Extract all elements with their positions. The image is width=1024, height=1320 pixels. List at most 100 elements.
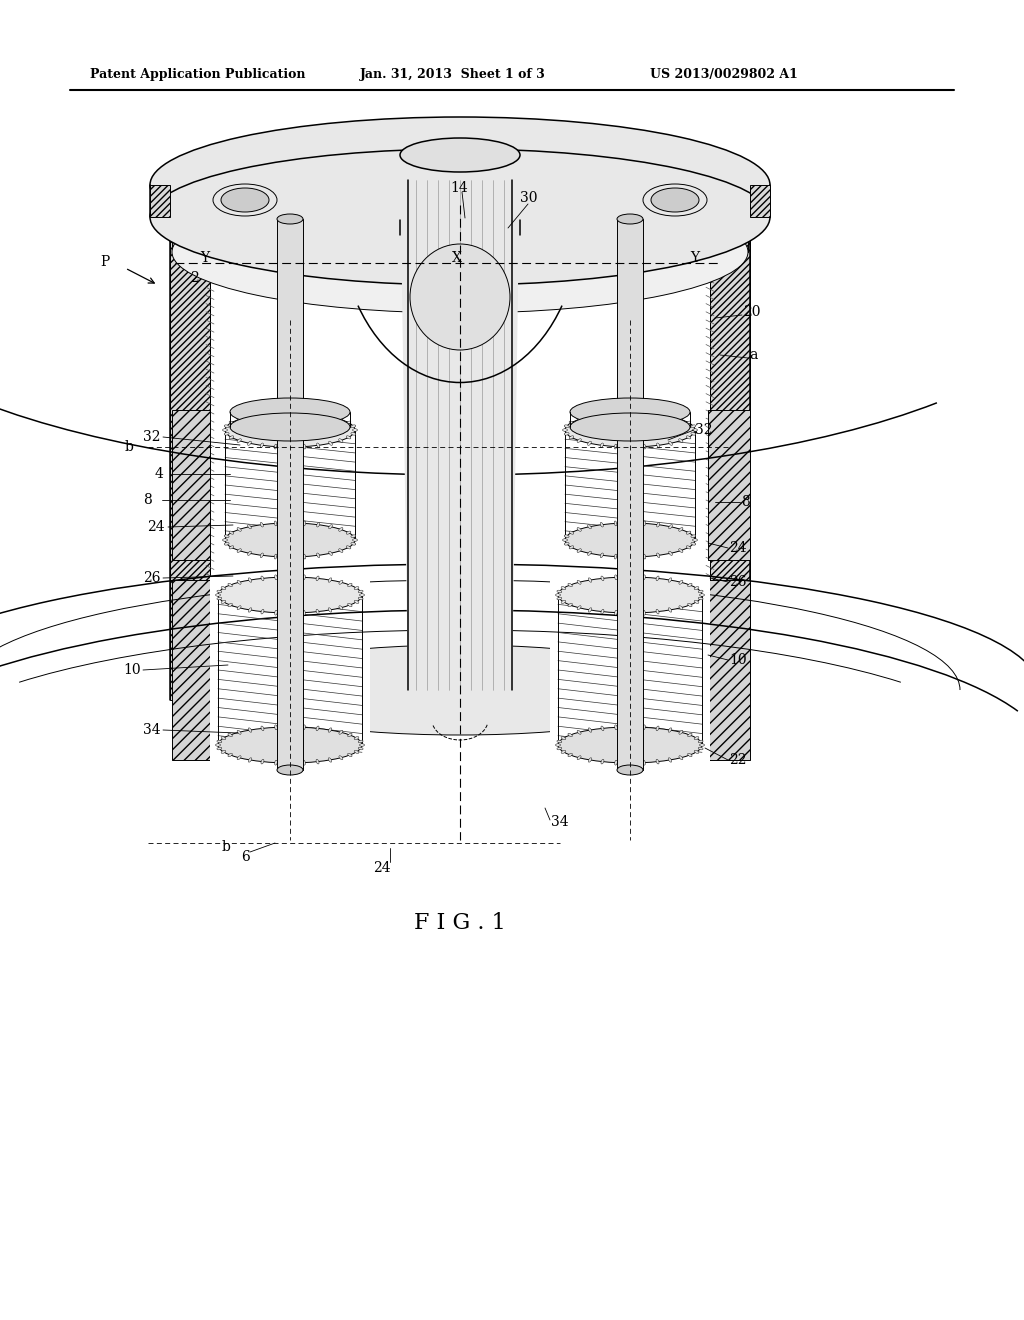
Ellipse shape: [224, 543, 229, 545]
Ellipse shape: [564, 425, 569, 428]
Ellipse shape: [359, 743, 365, 746]
Ellipse shape: [274, 725, 278, 730]
Ellipse shape: [352, 539, 357, 541]
Ellipse shape: [600, 523, 603, 527]
Ellipse shape: [561, 586, 566, 590]
Ellipse shape: [561, 737, 566, 739]
Text: 26: 26: [729, 576, 746, 589]
Ellipse shape: [351, 425, 355, 428]
Ellipse shape: [588, 441, 591, 445]
Ellipse shape: [588, 524, 591, 529]
Ellipse shape: [339, 549, 343, 553]
Ellipse shape: [679, 606, 683, 610]
Ellipse shape: [629, 610, 631, 615]
Ellipse shape: [564, 543, 569, 545]
Ellipse shape: [569, 545, 573, 549]
Ellipse shape: [217, 590, 222, 593]
Ellipse shape: [558, 727, 702, 763]
Ellipse shape: [588, 727, 592, 733]
Ellipse shape: [238, 730, 241, 734]
Ellipse shape: [303, 725, 305, 730]
Ellipse shape: [348, 734, 352, 737]
Ellipse shape: [600, 444, 603, 447]
Ellipse shape: [348, 754, 352, 756]
Ellipse shape: [588, 552, 591, 556]
Text: 24: 24: [373, 861, 391, 875]
Ellipse shape: [329, 578, 332, 582]
Polygon shape: [278, 219, 303, 770]
Ellipse shape: [629, 574, 631, 579]
Ellipse shape: [289, 520, 291, 525]
Text: 8: 8: [741, 495, 750, 510]
Ellipse shape: [578, 528, 582, 531]
Polygon shape: [400, 154, 520, 690]
Ellipse shape: [578, 756, 581, 760]
Ellipse shape: [348, 603, 352, 607]
Ellipse shape: [316, 610, 319, 614]
Text: 34: 34: [143, 723, 161, 737]
Ellipse shape: [339, 417, 343, 421]
Text: 32: 32: [143, 430, 161, 444]
Ellipse shape: [274, 521, 276, 525]
Ellipse shape: [400, 139, 520, 172]
Text: b: b: [222, 840, 230, 854]
Text: X: X: [452, 251, 462, 265]
Ellipse shape: [172, 191, 748, 313]
Ellipse shape: [600, 553, 603, 557]
Ellipse shape: [568, 583, 572, 586]
Text: US 2013/0029802 A1: US 2013/0029802 A1: [650, 69, 798, 81]
Ellipse shape: [656, 444, 659, 447]
Ellipse shape: [561, 750, 566, 754]
Text: Y: Y: [200, 251, 209, 265]
Ellipse shape: [221, 750, 226, 754]
Text: 14: 14: [450, 181, 468, 195]
Ellipse shape: [225, 523, 355, 557]
Ellipse shape: [352, 429, 357, 432]
Ellipse shape: [358, 597, 364, 599]
Ellipse shape: [578, 438, 582, 442]
Ellipse shape: [692, 429, 697, 432]
Ellipse shape: [289, 411, 291, 416]
Ellipse shape: [629, 520, 631, 525]
Ellipse shape: [561, 601, 566, 603]
Ellipse shape: [217, 741, 222, 743]
Ellipse shape: [303, 521, 306, 525]
Polygon shape: [557, 413, 703, 557]
Ellipse shape: [238, 528, 242, 531]
Ellipse shape: [694, 737, 698, 739]
Ellipse shape: [260, 412, 263, 417]
Ellipse shape: [688, 754, 692, 756]
Ellipse shape: [679, 756, 683, 760]
Ellipse shape: [643, 576, 645, 579]
Ellipse shape: [601, 726, 604, 731]
Ellipse shape: [339, 756, 343, 760]
Ellipse shape: [688, 734, 692, 737]
Text: 20: 20: [743, 305, 761, 319]
Ellipse shape: [228, 754, 232, 756]
Ellipse shape: [669, 758, 672, 762]
Ellipse shape: [679, 581, 683, 585]
Polygon shape: [172, 579, 210, 760]
Ellipse shape: [614, 521, 616, 525]
Ellipse shape: [643, 554, 646, 560]
Ellipse shape: [643, 444, 646, 449]
Ellipse shape: [694, 601, 698, 603]
Ellipse shape: [229, 436, 233, 440]
Ellipse shape: [614, 444, 616, 449]
Ellipse shape: [230, 399, 350, 426]
Ellipse shape: [578, 581, 581, 585]
Ellipse shape: [303, 576, 305, 579]
Ellipse shape: [248, 758, 252, 762]
Ellipse shape: [669, 524, 673, 529]
Ellipse shape: [329, 414, 333, 418]
Ellipse shape: [614, 576, 617, 579]
Ellipse shape: [656, 523, 659, 527]
Ellipse shape: [614, 411, 616, 416]
Ellipse shape: [600, 412, 603, 417]
Ellipse shape: [679, 549, 683, 553]
Ellipse shape: [339, 730, 343, 734]
Ellipse shape: [261, 576, 264, 581]
Ellipse shape: [694, 750, 698, 754]
Ellipse shape: [614, 760, 617, 766]
Ellipse shape: [274, 411, 276, 416]
